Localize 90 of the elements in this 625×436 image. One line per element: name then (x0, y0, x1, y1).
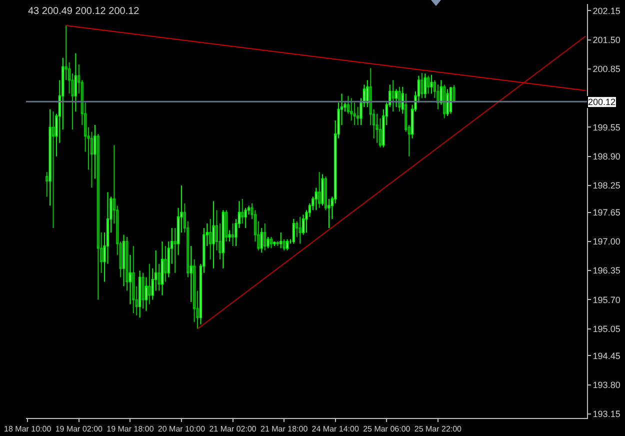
candlestick (164, 245, 167, 282)
candlestick (443, 84, 446, 119)
candlestick (420, 72, 424, 99)
candlestick (46, 172, 48, 198)
candlestick (356, 106, 360, 126)
ref-line-label: 200.12 (588, 97, 616, 107)
y-tick-label: 201.50 (592, 34, 620, 45)
candlestick (401, 86, 404, 114)
candlestick (280, 232, 282, 249)
candlestick (241, 198, 244, 224)
candlestick (148, 263, 151, 305)
candlestick (94, 124, 96, 180)
candlestick (449, 86, 452, 114)
candlestick (282, 238, 286, 251)
candlestick (318, 172, 321, 208)
candlestick (126, 236, 128, 292)
candlestick (122, 234, 126, 287)
y-tick-label: 196.35 (592, 266, 620, 276)
candlestick (270, 236, 273, 249)
x-tick-label: 25 Mar 22:00 (414, 424, 462, 434)
y-tick-label: 195.05 (592, 324, 620, 334)
candlestick (158, 263, 160, 292)
x-tick-label: 24 Mar 14:00 (312, 424, 360, 434)
candlestick (231, 223, 234, 246)
x-tick-label: 21 Mar 02:00 (209, 424, 257, 434)
candlestick (398, 86, 401, 112)
y-tick-label: 195.70 (592, 294, 620, 305)
candlestick (260, 228, 263, 254)
candlestick (264, 223, 266, 251)
y-tick-label: 193.15 (592, 409, 620, 420)
candlestick (225, 210, 228, 242)
y-tick-label: 194.45 (592, 350, 620, 361)
y-tick-label: 197.65 (592, 207, 620, 218)
y-tick-label: 198.25 (592, 180, 620, 191)
y-tick-label: 202.15 (592, 6, 620, 16)
x-tick-label: 25 Mar 06:00 (363, 424, 411, 434)
candlestick (378, 118, 382, 148)
candlestick (160, 240, 164, 296)
candlestick (212, 200, 215, 269)
candlestick (190, 245, 192, 302)
candlestick (292, 218, 295, 244)
candlestick (222, 210, 224, 269)
candlestick (276, 240, 279, 246)
candlestick (48, 108, 52, 206)
candlestick (328, 198, 330, 229)
y-tick-label: 200.85 (592, 64, 620, 74)
candlestick (436, 84, 440, 110)
candlestick (138, 270, 142, 318)
candlestick (430, 74, 433, 94)
candlestick (366, 80, 369, 108)
candlestick (376, 113, 378, 144)
candlestick (266, 236, 270, 249)
candlestick (286, 238, 289, 251)
candlestick (142, 272, 144, 310)
candlestick (452, 84, 456, 102)
y-tick-label: 199.55 (592, 122, 620, 132)
y-tick-label: 198.90 (592, 151, 620, 162)
candlestick (446, 88, 449, 117)
candlestick (424, 72, 426, 99)
candlestick (321, 174, 324, 206)
candlestick (132, 245, 135, 314)
candlestick (298, 216, 302, 244)
annotation: 43 200.49 200.12 200.12 (28, 6, 140, 17)
x-tick-label: 19 Mar 02:00 (55, 424, 104, 434)
candlestick (209, 218, 212, 260)
candlestick (427, 75, 430, 94)
candlestick (74, 52, 77, 112)
candlestick (273, 240, 276, 246)
candlestick (353, 102, 356, 126)
candlestick (314, 187, 318, 211)
x-tick-label: 18 Mar 10:00 (4, 424, 52, 434)
candlestick (244, 207, 247, 229)
candlestick (90, 131, 93, 188)
candlestick (350, 98, 353, 121)
candlestick (52, 111, 55, 229)
candlestick (228, 230, 231, 242)
candlestick (128, 254, 132, 305)
candlestick (392, 80, 394, 112)
y-tick-label: 197.00 (592, 236, 620, 247)
x-tick-label: 19 Mar 18:00 (106, 424, 154, 434)
candlestick (394, 88, 398, 108)
candlestick (324, 176, 328, 211)
x-tick-label: 20 Mar 10:00 (158, 424, 206, 434)
candlestick (174, 228, 176, 274)
candlestick (144, 276, 148, 312)
x-tick-label: 21 Mar 18:00 (260, 424, 308, 434)
y-tick-label: 193.80 (592, 380, 620, 390)
candlestick (302, 214, 305, 236)
candlestick (96, 133, 100, 300)
candlestick (440, 80, 442, 106)
